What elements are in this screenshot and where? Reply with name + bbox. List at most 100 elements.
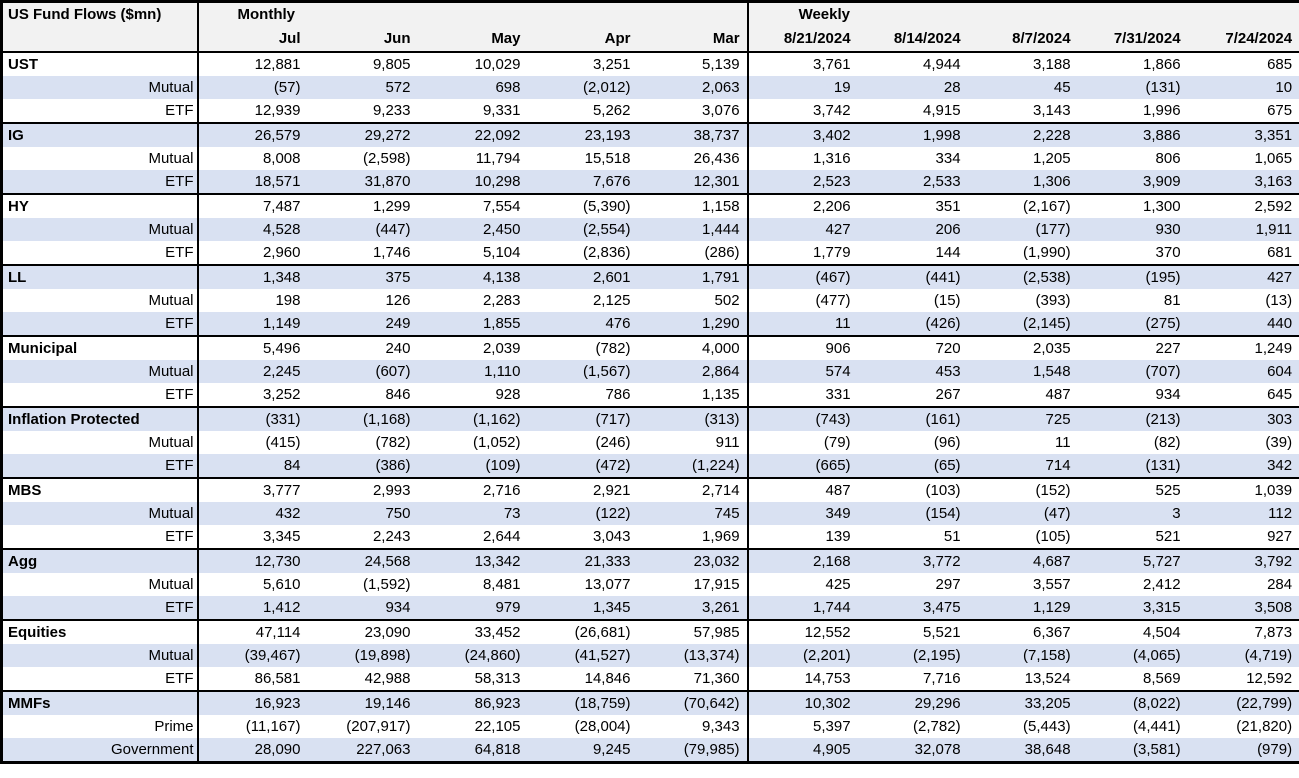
value-cell: (5,443) xyxy=(1023,718,1071,735)
value-cell: 846 xyxy=(385,386,411,403)
row-label: Mutual xyxy=(1,289,199,312)
value-cell: 51 xyxy=(943,528,961,545)
value-cell: 930 xyxy=(1077,218,1188,241)
header-columns-row: Jul Jun May Apr Mar 8/21/2024 8/14/2024 8/7/202… xyxy=(2,27,1299,52)
value-cell: 3,043 xyxy=(592,528,631,545)
value-cell: 906 xyxy=(747,335,858,360)
value-cell: (39,467) xyxy=(197,644,308,667)
table-row: Equities 47,114 23,090 33,452 (26,681) 57,985… xyxy=(1,619,1299,644)
value-cell: 4,687 xyxy=(967,548,1078,573)
value-cell: 23,032 xyxy=(637,548,749,573)
value-cell: 2,960 xyxy=(262,244,301,261)
column-header: May xyxy=(417,27,528,52)
value-cell: 22,092 xyxy=(417,122,528,147)
value-cell: 928 xyxy=(495,386,521,403)
value-cell: 2,533 xyxy=(857,170,968,194)
header-block-row: US Fund Flows ($mn) Monthly Weekly xyxy=(1,1,1299,52)
table-title: US Fund Flows ($mn) xyxy=(1,1,199,52)
column-header: 7/31/2024 xyxy=(1077,27,1188,52)
value-cell: 9,331 xyxy=(482,102,521,119)
value-cell: 2,714 xyxy=(637,477,749,502)
value-cell: (18,759) xyxy=(527,690,638,715)
value-cell: 10 xyxy=(1187,76,1299,99)
value-cell: (2,201) xyxy=(747,644,858,667)
row-label: Mutual xyxy=(1,573,199,596)
value-cell: 21,333 xyxy=(527,548,638,573)
value-cell: (15) xyxy=(933,292,961,309)
table-row: ETF 84 (386) (109) (472) (1,224) (665) (65) 714(… xyxy=(1,454,1299,478)
value-cell: 1,065 xyxy=(1254,150,1293,167)
value-cell: 2,592 xyxy=(1187,193,1299,218)
value-cell: 23,090 xyxy=(307,619,418,644)
value-cell: 2,243 xyxy=(372,528,411,545)
table-row: MBS 3,777 2,993 2,716 2,921 2,714 487 (103) (152… xyxy=(1,477,1299,502)
value-cell: 2,921 xyxy=(527,477,638,502)
value-cell: 4,000 xyxy=(637,335,749,360)
value-cell: (782) xyxy=(375,434,411,451)
value-cell: 427 xyxy=(747,218,858,241)
table-row: Mutual (415) (782) (1,052) (246) 911 (79) (96) 1… xyxy=(1,431,1299,454)
table-row: Mutual (39,467) (19,898) (24,860) (41,527) (1… xyxy=(1,644,1299,667)
value-cell: 351 xyxy=(857,193,968,218)
value-cell: (5,390) xyxy=(527,193,638,218)
value-cell: 227 xyxy=(1077,335,1188,360)
value-cell: 2,063 xyxy=(637,76,749,99)
row-label: ETF xyxy=(1,170,199,194)
value-cell: (105) xyxy=(1035,528,1071,545)
value-cell: 73 xyxy=(417,502,528,525)
value-cell: (26,681) xyxy=(527,619,638,644)
value-cell: 3,761 xyxy=(747,51,858,76)
value-cell: 3,163 xyxy=(1187,170,1299,194)
column-header: 7/24/2024 xyxy=(1187,27,1299,52)
value-cell: 29,296 xyxy=(857,690,968,715)
value-cell: 1,866 xyxy=(1077,51,1188,76)
table-row: Municipal 5,496 240 2,039 (782) 4,000 906 720 2,… xyxy=(1,335,1299,360)
column-header: 8/7/2024 xyxy=(967,27,1078,52)
value-cell: (4,719) xyxy=(1187,644,1299,667)
value-cell: 521 xyxy=(1155,528,1181,545)
value-cell: 6,367 xyxy=(967,619,1078,644)
table-row: ETF 1,149 249 1,855 476 1,290 11 (426) (2,145) (2… xyxy=(1,312,1299,336)
value-cell: 1,548 xyxy=(967,360,1078,383)
value-cell: (707) xyxy=(1077,360,1188,383)
value-cell: 2,993 xyxy=(307,477,418,502)
value-cell: 10,298 xyxy=(417,170,528,194)
value-cell: (131) xyxy=(1077,454,1188,478)
value-cell: 5,397 xyxy=(813,718,851,735)
value-cell: 12,939 xyxy=(254,102,301,119)
value-cell: 17,915 xyxy=(637,573,749,596)
value-cell: 1,158 xyxy=(637,193,749,218)
value-cell: 349 xyxy=(747,502,858,525)
value-cell: 284 xyxy=(1267,576,1293,593)
value-cell: (21,820) xyxy=(1236,718,1293,735)
value-cell: 28,090 xyxy=(197,738,308,763)
table-row: UST 12,881 9,805 10,029 3,251 5,139 3,761 4,944… xyxy=(1,51,1299,76)
value-cell: 502 xyxy=(637,289,749,312)
value-cell: 476 xyxy=(527,312,638,336)
value-cell: 2,716 xyxy=(417,477,528,502)
value-cell: 2,245 xyxy=(197,360,308,383)
value-cell: 267 xyxy=(935,386,961,403)
value-cell: 303 xyxy=(1187,406,1299,431)
row-label: ETF xyxy=(1,99,199,123)
row-label: ETF xyxy=(1,312,199,336)
row-label: ETF xyxy=(1,241,199,265)
value-cell: 934 xyxy=(307,596,418,620)
value-cell: (13,374) xyxy=(637,644,749,667)
value-cell: 38,648 xyxy=(967,738,1078,763)
value-cell: (1,592) xyxy=(362,576,411,593)
value-cell: 240 xyxy=(307,335,418,360)
value-cell: 7,716 xyxy=(923,670,961,687)
value-cell: 1,249 xyxy=(1187,335,1299,360)
value-cell: 3,252 xyxy=(262,386,301,403)
value-cell: 14,846 xyxy=(584,670,631,687)
value-cell: 574 xyxy=(747,360,858,383)
value-cell: 14,753 xyxy=(804,670,851,687)
value-cell: 427 xyxy=(1187,264,1299,289)
value-cell: 750 xyxy=(307,502,418,525)
table-row: ETF 3,252 846 928 786 1,135 331 267 487 934 645 xyxy=(1,383,1299,407)
row-label: MBS xyxy=(1,477,199,502)
value-cell: 3,345 xyxy=(262,528,301,545)
value-cell: 806 xyxy=(1155,150,1181,167)
value-cell: 1,290 xyxy=(637,312,749,336)
